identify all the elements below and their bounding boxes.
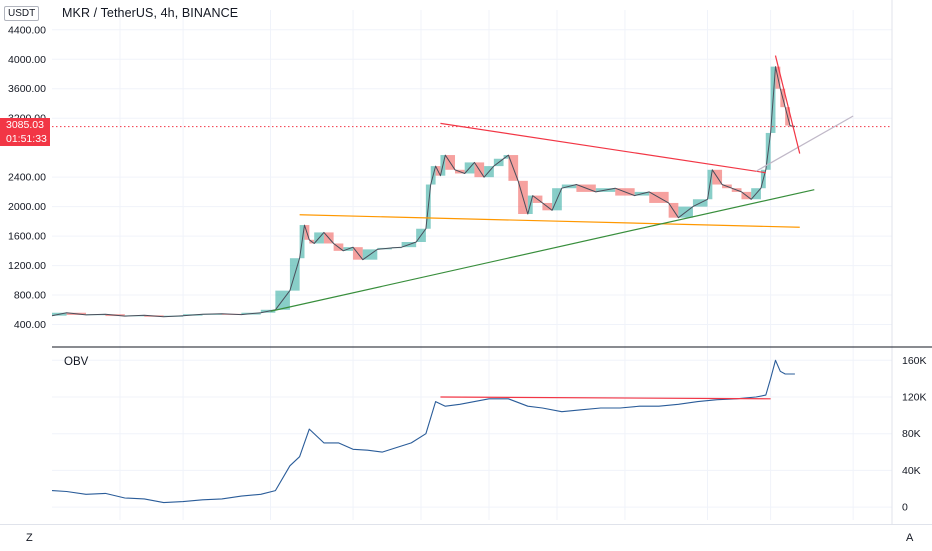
price-trendline — [774, 55, 801, 154]
obv-series-line — [51, 359, 795, 504]
price-tick-label: 400.00 — [14, 319, 46, 331]
price-tick-label: 4400.00 — [8, 24, 46, 36]
auto-scale-button[interactable]: A — [906, 532, 914, 544]
obv-title: OBV — [64, 356, 89, 368]
price-tick-label: 4000.00 — [8, 54, 46, 66]
obv-trendline — [440, 396, 771, 400]
price-tick-label: 2000.00 — [8, 201, 46, 213]
price-trendline — [755, 115, 854, 172]
chart-title: MKR / TetherUS, 4h, BINANCE — [62, 6, 239, 20]
countdown-timer: 01:51:33 — [6, 133, 47, 145]
currency-tag[interactable]: USDT — [4, 6, 40, 21]
obv-tick-label: 80K — [902, 428, 921, 440]
zoom-reset-button[interactable]: Z — [26, 532, 33, 544]
price-tick-label: 2400.00 — [8, 172, 46, 184]
obv-tick-label: 160K — [902, 355, 927, 367]
obv-tick-label: 0 — [902, 502, 908, 514]
last-price-badge: 3085.03 01:51:33 — [0, 118, 50, 146]
price-trendline — [299, 214, 800, 228]
price-tick-label: 1200.00 — [8, 260, 46, 272]
price-tick-label: 800.00 — [14, 290, 46, 302]
price-series-line — [51, 66, 796, 318]
price-tick-label: 3600.00 — [8, 83, 46, 95]
price-trendline — [270, 189, 815, 312]
obv-tick-label: 120K — [902, 391, 927, 403]
last-price-value: 3085.03 — [6, 119, 44, 131]
price-trendline — [440, 122, 766, 174]
obv-tick-label: 40K — [902, 465, 921, 477]
price-tick-label: 1600.00 — [8, 231, 46, 243]
time-axis-bar — [0, 524, 932, 551]
